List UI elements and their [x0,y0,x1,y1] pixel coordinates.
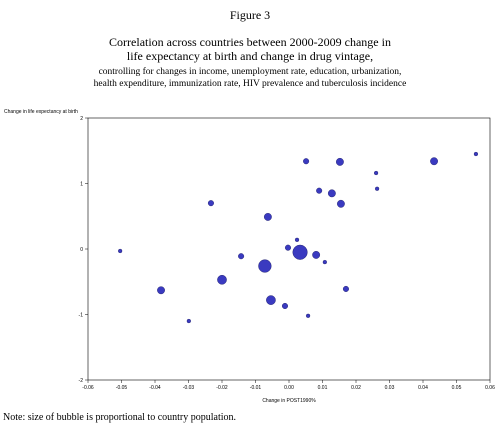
x-tick-label: 0.01 [318,385,328,391]
bubble [292,244,308,260]
x-tick-label: -0.04 [149,385,161,391]
chart-subtitle: health expenditure, immunization rate, H… [94,79,407,89]
x-tick-label: -0.01 [250,385,262,391]
x-tick-label: -0.06 [82,385,94,391]
x-axis-label: Change in POST1990% [262,398,316,404]
bubble [327,189,336,198]
x-tick-label: 0.04 [418,385,428,391]
bubble [312,250,321,259]
x-tick-label: 0.00 [284,385,294,391]
note: Note: size of bubble is proportional to … [3,412,236,423]
bubble [281,302,288,309]
bubble [284,244,291,251]
chart-title: life expectancy at birth and change in d… [127,49,373,63]
x-tick-label: -0.03 [183,385,195,391]
bubble [207,200,214,207]
bubble [374,170,379,176]
x-tick-label: 0.05 [452,385,462,391]
figure-label: Figure 3 [230,8,270,22]
y-tick-label: 2 [80,116,83,122]
x-tick-label: 0.06 [485,385,495,391]
x-tick-label: 0.02 [351,385,361,391]
bubble [258,259,272,273]
chart-subtitle: controlling for changes in income, unemp… [99,66,402,77]
bubble [238,253,245,260]
x-tick-label: -0.02 [216,385,228,391]
y-tick-label: -1 [79,313,84,319]
bubble [336,157,344,166]
bubble [217,274,227,285]
y-tick-label: 0 [80,247,83,253]
bubble [305,313,311,318]
bubble [263,213,272,221]
bubble [322,260,327,265]
chart-title: Correlation across countries between 200… [109,35,391,49]
y-tick-label: 1 [80,182,83,188]
bubble [316,187,323,194]
bubble [337,199,345,208]
x-tick-label: -0.05 [116,385,128,391]
bubble [473,151,479,157]
y-axis-label: Change in life expectancy at birth [4,109,78,115]
bubble [118,248,123,254]
bubble [342,285,349,292]
bubble [294,237,300,242]
bubble [266,295,276,305]
bubble [375,186,380,191]
bubble [157,286,165,295]
y-tick-label: -2 [79,378,84,384]
bubble [186,318,191,324]
bubble [430,157,438,166]
bubble [303,158,310,165]
x-tick-label: 0.03 [385,385,395,391]
